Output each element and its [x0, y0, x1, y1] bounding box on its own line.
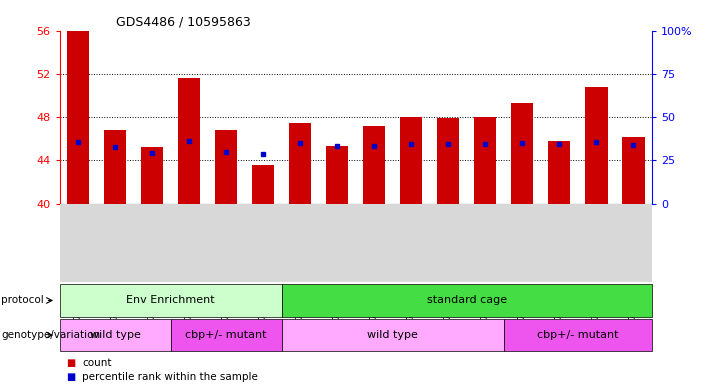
Text: wild type: wild type — [367, 330, 418, 340]
Bar — [511, 103, 533, 204]
Bar — [622, 137, 644, 204]
Bar — [585, 87, 608, 204]
Text: percentile rank within the sample: percentile rank within the sample — [82, 372, 258, 382]
Text: ■: ■ — [67, 358, 76, 368]
Bar — [437, 118, 459, 204]
Text: ■: ■ — [67, 372, 76, 382]
Text: count: count — [82, 358, 111, 368]
Bar — [67, 31, 89, 204]
Bar — [400, 117, 423, 204]
Bar — [289, 122, 311, 204]
Bar — [178, 78, 200, 204]
Text: wild type: wild type — [90, 330, 141, 340]
Text: GDS4486 / 10595863: GDS4486 / 10595863 — [116, 15, 250, 28]
Text: protocol: protocol — [1, 295, 44, 306]
Text: Env Enrichment: Env Enrichment — [126, 295, 215, 306]
Text: genotype/variation: genotype/variation — [1, 330, 100, 340]
Bar — [215, 130, 237, 204]
Text: cbp+/- mutant: cbp+/- mutant — [537, 330, 619, 340]
Bar — [104, 130, 126, 204]
Text: standard cage: standard cage — [427, 295, 507, 306]
Bar — [474, 117, 496, 204]
Bar — [141, 147, 163, 204]
Bar — [363, 126, 386, 204]
Bar — [252, 165, 274, 204]
Bar — [548, 141, 571, 204]
Text: cbp+/- mutant: cbp+/- mutant — [186, 330, 267, 340]
Bar — [326, 146, 348, 204]
